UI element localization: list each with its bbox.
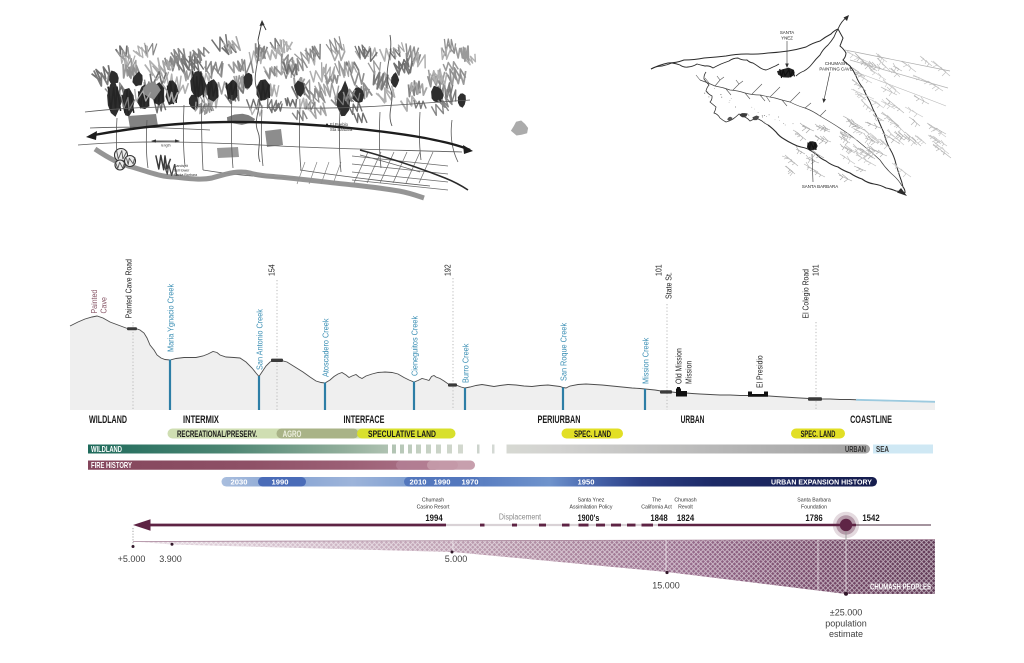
svg-text:estimate: estimate: [829, 629, 863, 639]
svg-text:1990: 1990: [434, 477, 451, 486]
svg-text:1990: 1990: [272, 477, 289, 486]
svg-text:5.000: 5.000: [445, 554, 468, 564]
svg-text:Chumash: Chumash: [674, 498, 696, 504]
svg-text:INTERFACE: INTERFACE: [344, 414, 385, 426]
svg-text:PAINTING CAVE: PAINTING CAVE: [819, 67, 852, 72]
svg-text:Casino Resort: Casino Resort: [417, 505, 450, 511]
svg-text:±25.000: ±25.000: [830, 608, 862, 618]
svg-text:SANTA: SANTA: [780, 30, 794, 35]
svg-text:COASTLINE: COASTLINE: [850, 414, 892, 426]
svg-text:Painted Cave Road: Painted Cave Road: [124, 259, 134, 318]
svg-text:State St.: State St.: [664, 272, 673, 299]
svg-text:California Act: California Act: [641, 505, 672, 511]
svg-text:Atoscadero Creek: Atoscadero Creek: [321, 318, 330, 377]
svg-text:SPEC. LAND: SPEC. LAND: [801, 428, 836, 439]
svg-text:+5.000: +5.000: [118, 554, 146, 564]
svg-text:1824: 1824: [677, 512, 694, 523]
svg-text:population: population: [825, 619, 867, 629]
svg-text:URBAN EXPANSION HISTORY: URBAN EXPANSION HISTORY: [771, 477, 872, 486]
svg-text:AGRO: AGRO: [283, 429, 302, 439]
svg-text:1542: 1542: [862, 512, 879, 523]
svg-text:Santa Barbara: Santa Barbara: [797, 498, 831, 504]
svg-text:Foundation: Foundation: [801, 505, 827, 511]
svg-text:1786: 1786: [805, 512, 822, 523]
svg-text:San Antonio Creek: San Antonio Creek: [255, 309, 264, 370]
svg-text:Mission Creek: Mission Creek: [641, 337, 650, 384]
svg-text:Chumash: Chumash: [422, 498, 444, 504]
svg-text:Revolt: Revolt: [678, 505, 693, 511]
svg-text:Displacement: Displacement: [499, 512, 542, 522]
svg-text:154: 154: [267, 264, 276, 276]
svg-text:FIRE HISTORY: FIRE HISTORY: [91, 463, 132, 471]
svg-text:Maria Ygnacio Creek: Maria Ygnacio Creek: [166, 284, 175, 352]
svg-text:192: 192: [443, 264, 452, 276]
svg-text:Sandspit: Sandspit: [174, 164, 188, 168]
svg-text:Assimilation Policy: Assimilation Policy: [570, 505, 613, 511]
svg-text:SPEC. LAND: SPEC. LAND: [574, 429, 611, 440]
svg-text:15.000: 15.000: [652, 581, 680, 591]
svg-text:URBAN: URBAN: [681, 413, 705, 425]
svg-text:CHUMASH: CHUMASH: [825, 61, 847, 66]
svg-text:El Pueblo: El Pueblo: [330, 122, 349, 127]
svg-text:Santa Ynez: Santa Ynez: [578, 498, 605, 504]
svg-text:Burro Creek: Burro Creek: [461, 343, 470, 383]
svg-text:URBAN: URBAN: [845, 446, 866, 454]
svg-text:Sta Barbara: Sta Barbara: [330, 127, 353, 132]
svg-text:1994: 1994: [425, 512, 442, 523]
svg-text:3.900: 3.900: [159, 554, 182, 564]
svg-text:101: 101: [811, 264, 820, 276]
svg-text:El Colegio Road: El Colegio Road: [801, 269, 811, 318]
svg-text:SPECULATIVE LAND: SPECULATIVE LAND: [368, 429, 436, 439]
svg-text:2030: 2030: [231, 477, 248, 486]
svg-text:SEA: SEA: [876, 444, 889, 454]
svg-text:WILDLAND: WILDLAND: [89, 414, 127, 426]
svg-text:Mission: Mission: [684, 361, 694, 384]
svg-text:length: length: [161, 144, 171, 148]
svg-text:1900's: 1900's: [578, 512, 600, 523]
svg-text:The: The: [652, 498, 661, 504]
svg-text:1970: 1970: [462, 477, 479, 486]
svg-text:Santa Barbara: Santa Barbara: [174, 173, 197, 177]
svg-text:101: 101: [654, 264, 663, 276]
svg-text:INTERMIX: INTERMIX: [183, 412, 219, 425]
svg-text:RECREATIONAL/PRESERV.: RECREATIONAL/PRESERV.: [177, 429, 257, 440]
svg-text:1848: 1848: [650, 512, 667, 523]
svg-text:YNEZ: YNEZ: [781, 36, 793, 41]
svg-text:Old Mission: Old Mission: [674, 348, 684, 384]
svg-text:WILDLAND: WILDLAND: [91, 446, 122, 454]
svg-text:bell tower: bell tower: [174, 169, 190, 173]
svg-text:PERIURBAN: PERIURBAN: [538, 414, 581, 426]
svg-text:Painted: Painted: [90, 290, 99, 314]
svg-text:CHUMASH PEOPLES: CHUMASH PEOPLES: [870, 583, 931, 592]
svg-text:Cieneguitos Creek: Cieneguitos Creek: [410, 316, 419, 376]
svg-text:1950: 1950: [578, 477, 595, 486]
svg-text:2010: 2010: [410, 477, 427, 486]
svg-text:El Presidio: El Presidio: [755, 355, 765, 388]
svg-text:SANTA BARBARA: SANTA BARBARA: [802, 184, 838, 189]
svg-text:San Roque Creek: San Roque Creek: [559, 323, 568, 381]
svg-text:Cave: Cave: [99, 297, 108, 313]
